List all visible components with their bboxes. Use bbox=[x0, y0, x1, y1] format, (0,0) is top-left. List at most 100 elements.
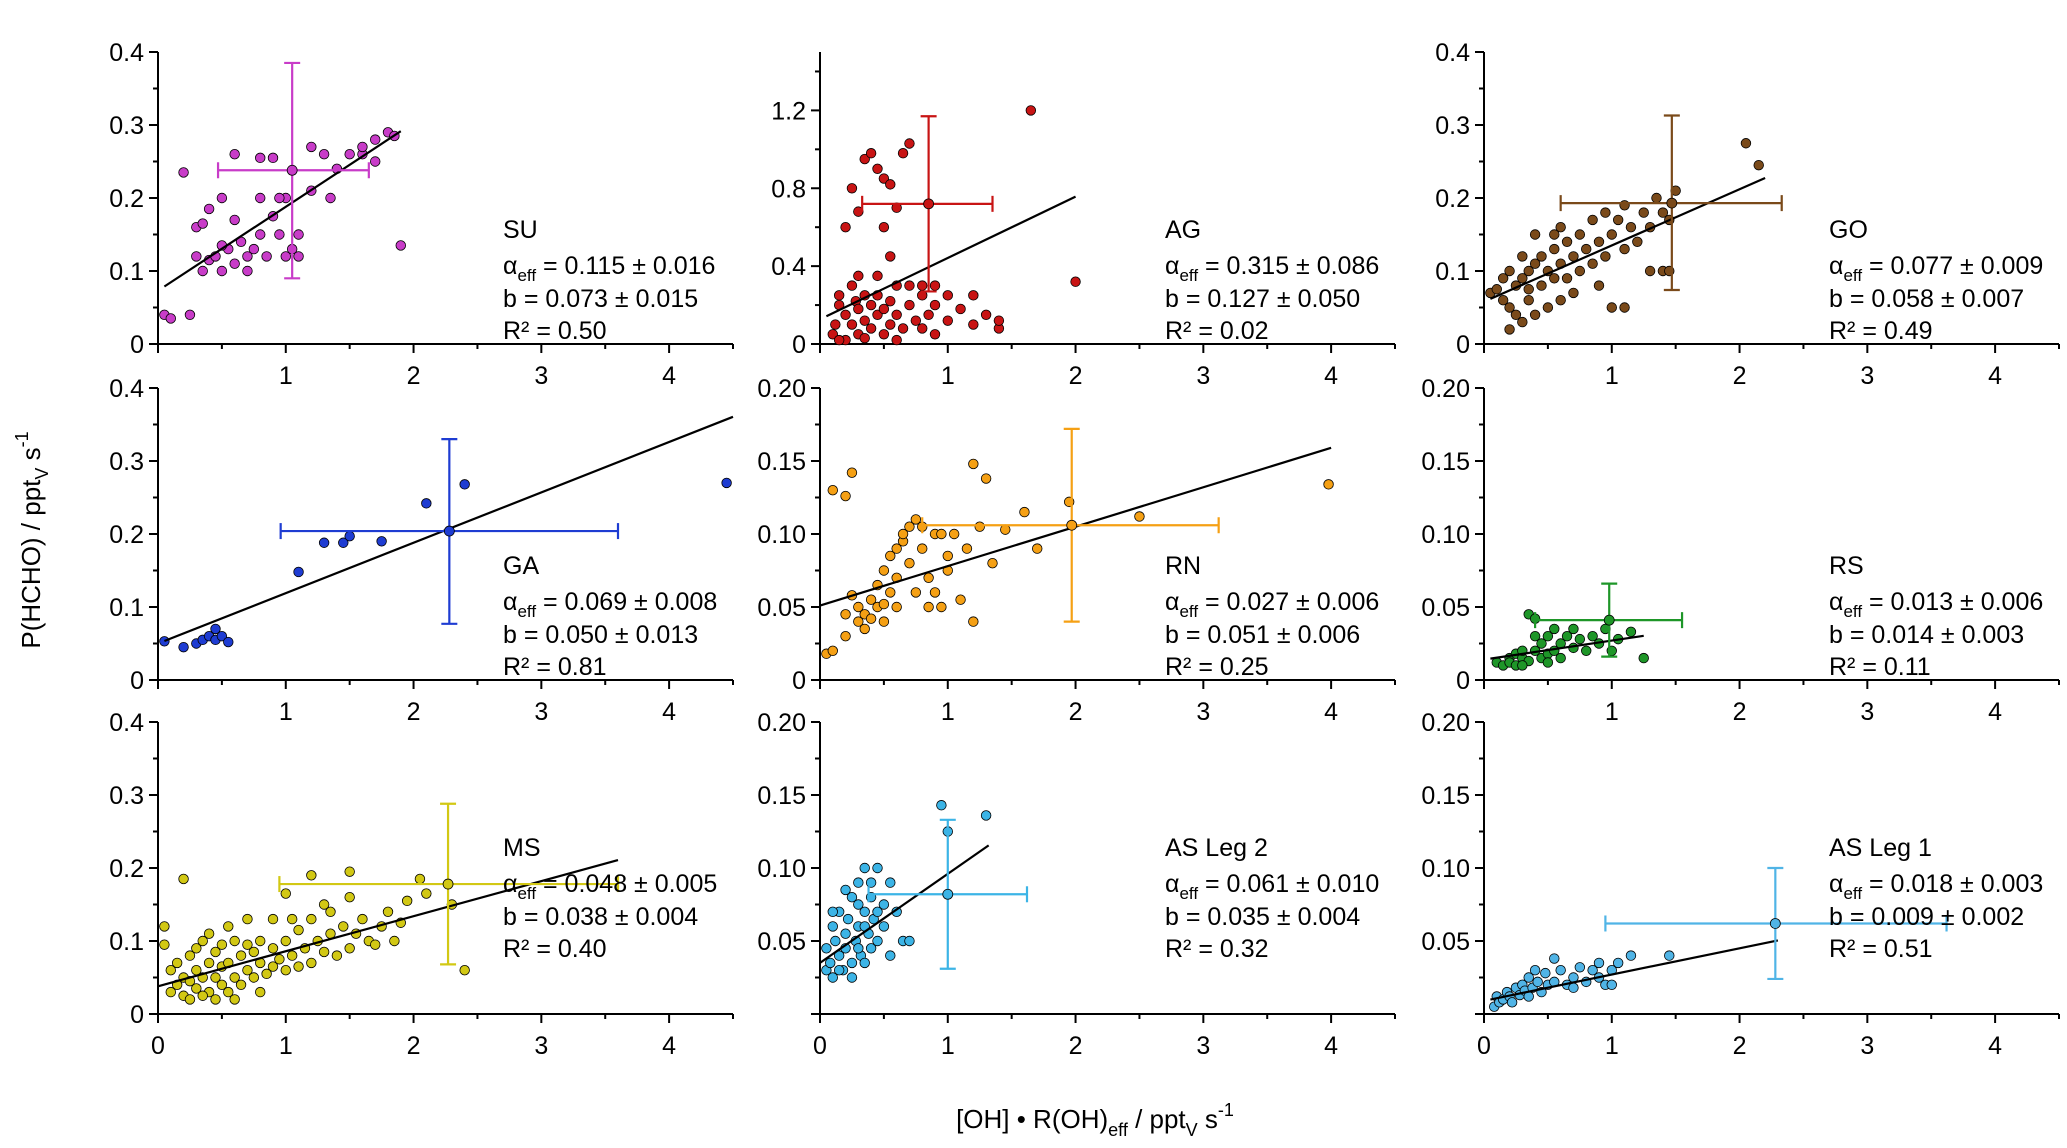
x-tick-label: 3 bbox=[1196, 362, 1210, 390]
panel-as-leg-2: 0.05 0.10 0.15 0.20 0 1 2 3 4 AS Leg 2 αeff = 0.06… bbox=[757, 709, 1396, 1060]
y-tick-label: 0 bbox=[792, 667, 806, 695]
alpha-value: = 0.315 ± 0.086 bbox=[1198, 252, 1379, 280]
alpha-symbol: α bbox=[1829, 252, 1843, 280]
data-point bbox=[885, 251, 896, 262]
data-point bbox=[1606, 302, 1617, 313]
data-point bbox=[274, 229, 285, 240]
data-point bbox=[1070, 276, 1081, 287]
y-tick-label: 0.05 bbox=[1421, 928, 1470, 956]
y-tick-label: 0.2 bbox=[1435, 185, 1470, 213]
data-point bbox=[859, 332, 870, 344]
data-point bbox=[859, 862, 870, 874]
data-point bbox=[1504, 265, 1515, 277]
data-point bbox=[827, 645, 838, 657]
data-point bbox=[1657, 207, 1669, 218]
mean-point bbox=[286, 164, 298, 176]
x-tick-label: 0 bbox=[813, 1032, 827, 1060]
panel-name-label: MS bbox=[503, 834, 541, 862]
x-tick-label: 3 bbox=[1860, 1032, 1874, 1060]
data-point bbox=[1581, 645, 1592, 657]
r-squared-label: R² = 0.81 bbox=[503, 653, 607, 681]
data-point bbox=[159, 921, 170, 932]
data-point bbox=[1323, 479, 1334, 490]
x-axis-title: [OH] • R(OH)eff / pptV s-1 bbox=[956, 1100, 1234, 1140]
data-point bbox=[872, 309, 883, 321]
data-point bbox=[1561, 631, 1573, 642]
panel-name-label: SU bbox=[503, 216, 538, 244]
data-point bbox=[203, 957, 215, 969]
y-tick-label: 0.20 bbox=[1421, 375, 1470, 403]
data-point bbox=[910, 315, 922, 326]
data-point bbox=[878, 173, 890, 184]
data-point bbox=[344, 866, 355, 877]
y-tick-label: 0.15 bbox=[757, 448, 806, 476]
data-point bbox=[840, 609, 851, 620]
data-point bbox=[1510, 309, 1522, 321]
x-tick-label: 1 bbox=[941, 362, 955, 390]
data-point bbox=[280, 251, 291, 262]
y-tick-label: 0.15 bbox=[1421, 782, 1470, 810]
x-tick-label: 3 bbox=[534, 362, 548, 390]
data-point bbox=[968, 319, 979, 330]
data-point bbox=[197, 935, 208, 947]
data-point bbox=[865, 594, 877, 605]
data-point bbox=[203, 203, 215, 215]
y-tick-label: 0.2 bbox=[109, 855, 144, 883]
data-point bbox=[293, 566, 304, 578]
data-point bbox=[968, 290, 979, 301]
data-point bbox=[897, 528, 909, 540]
data-point bbox=[917, 280, 928, 291]
alpha-value: = 0.048 ± 0.005 bbox=[536, 870, 717, 898]
intercept-label: b = 0.058 ± 0.007 bbox=[1829, 285, 2024, 313]
y-tick-label: 0.05 bbox=[757, 928, 806, 956]
y-axis-title-unit: s bbox=[16, 447, 46, 467]
data-point bbox=[840, 928, 851, 939]
data-point bbox=[1574, 962, 1586, 973]
data-point bbox=[1574, 229, 1586, 240]
data-point bbox=[891, 543, 902, 554]
x-axis-title-unit2: s bbox=[1198, 1104, 1218, 1134]
mean-point bbox=[443, 525, 455, 537]
data-point bbox=[878, 616, 890, 627]
data-point bbox=[865, 613, 877, 624]
data-point bbox=[1497, 273, 1509, 284]
y-tick-label: 0.20 bbox=[1421, 709, 1470, 737]
data-point bbox=[325, 906, 336, 918]
r-squared-label: R² = 0.49 bbox=[1829, 317, 1933, 345]
data-point bbox=[267, 913, 279, 925]
data-point bbox=[242, 939, 253, 950]
x-tick-label: 3 bbox=[534, 698, 548, 726]
data-point bbox=[1625, 950, 1637, 961]
data-point bbox=[184, 950, 196, 961]
y-tick-label: 0.20 bbox=[757, 709, 806, 737]
data-point bbox=[1517, 660, 1528, 671]
x-tick-label: 1 bbox=[279, 362, 293, 390]
data-point bbox=[980, 473, 992, 484]
data-point bbox=[1625, 626, 1637, 638]
data-point bbox=[197, 265, 208, 277]
x-tick-label: 1 bbox=[1605, 362, 1619, 390]
data-point bbox=[872, 906, 883, 918]
data-point bbox=[248, 243, 260, 255]
intercept-label: b = 0.127 ± 0.050 bbox=[1165, 285, 1360, 313]
data-point bbox=[1549, 243, 1560, 255]
data-point bbox=[993, 315, 1005, 326]
data-point bbox=[865, 299, 877, 311]
data-point bbox=[267, 961, 279, 972]
data-point bbox=[280, 888, 291, 899]
data-point bbox=[191, 943, 202, 954]
alpha-symbol: α bbox=[503, 252, 517, 280]
data-point bbox=[846, 319, 858, 330]
data-point bbox=[414, 873, 426, 885]
r-squared-label: R² = 0.11 bbox=[1829, 653, 1931, 681]
data-point bbox=[229, 214, 240, 226]
data-point bbox=[840, 884, 851, 896]
data-point bbox=[1523, 265, 1534, 277]
alpha-eff-label: αeff = 0.061 ± 0.010 bbox=[1165, 870, 1379, 903]
mean-point bbox=[1066, 519, 1078, 531]
data-point bbox=[242, 251, 253, 262]
data-point bbox=[1529, 309, 1541, 321]
fit-line bbox=[163, 130, 402, 288]
data-point bbox=[923, 572, 934, 584]
